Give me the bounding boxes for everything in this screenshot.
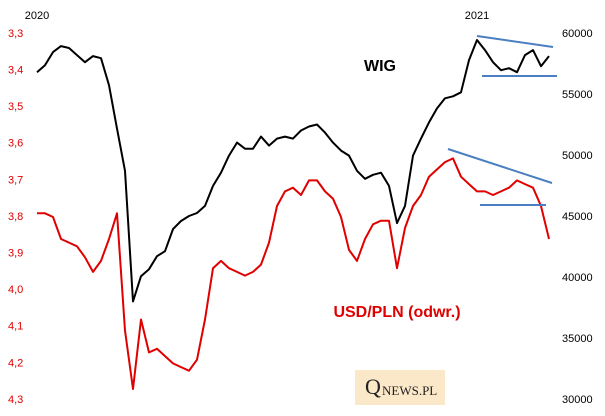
y-tick-label: 4,3 [8, 394, 23, 406]
y-tick-label: 4,1 [8, 321, 23, 333]
trend-line [447, 148, 553, 184]
y-tick-label: 3,6 [8, 138, 23, 150]
y-tick-label: 4,0 [8, 284, 23, 296]
y-tick-label: 3,8 [8, 211, 23, 223]
series-line [36, 39, 550, 303]
y2-tick-label: 35000 [562, 333, 593, 345]
y-tick-label: 4,2 [8, 357, 23, 369]
y2-tick-label: 40000 [562, 272, 593, 284]
series-annotation: USD/PLN (odwr.) [333, 304, 460, 321]
y2-tick-label: 55000 [562, 89, 593, 101]
logo-box [355, 370, 445, 405]
y-tick-label: 3,9 [8, 248, 23, 260]
logo-text: NEWS.PL [382, 383, 437, 398]
y2-tick-label: 45000 [562, 211, 593, 223]
y2-tick-label: 60000 [562, 28, 593, 40]
trend-line [476, 35, 554, 48]
y2-tick-label: 30000 [562, 394, 593, 406]
y-tick-label: 3,7 [8, 174, 23, 186]
x-tick-label: 2021 [465, 10, 489, 22]
y-tick-label: 3,4 [8, 65, 23, 77]
y2-tick-label: 50000 [562, 150, 593, 162]
x-tick-label: 2020 [25, 10, 49, 22]
series-annotation: WIG [364, 58, 396, 75]
series-line [37, 157, 550, 390]
y-tick-label: 3,3 [8, 28, 23, 40]
logo-initial: Q [365, 374, 381, 399]
y-tick-label: 3,5 [8, 101, 23, 113]
